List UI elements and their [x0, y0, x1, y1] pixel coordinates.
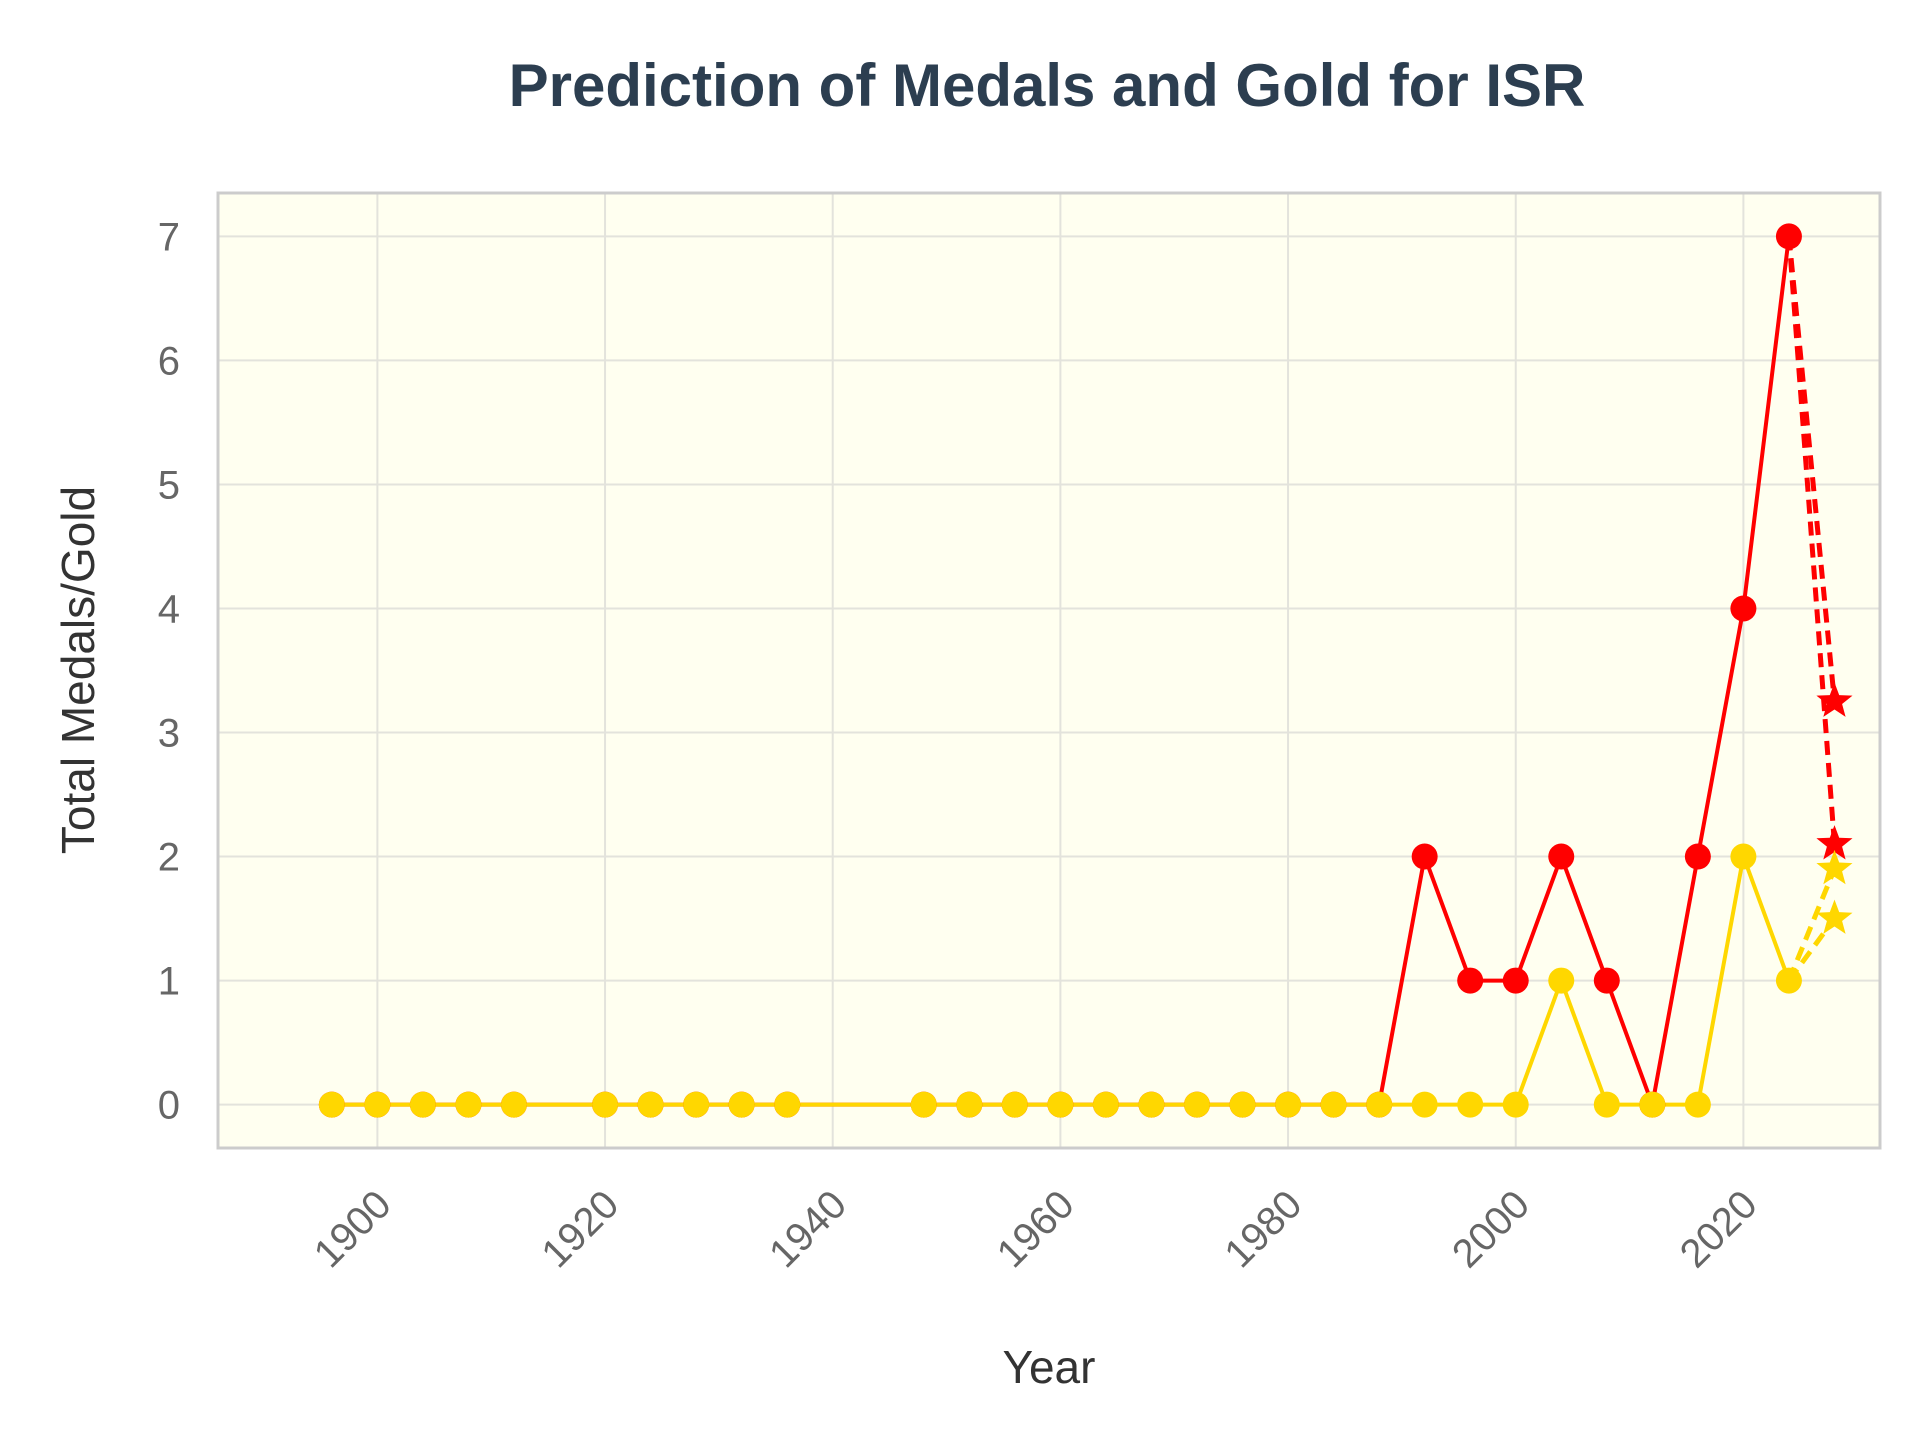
gold-medals-prediction-marker: [1816, 899, 1853, 934]
gold-medals-history-marker: [637, 1091, 664, 1118]
x-tick-labels: 1900 1920 1940 1960 1980 2000 2020: [306, 1182, 1766, 1276]
total-medals-prediction-line: [1786, 236, 1837, 845]
total-medals-prediction-marker: [1816, 682, 1853, 717]
y-tick-label: 6: [158, 339, 180, 383]
gold-medals-history-marker: [1411, 1091, 1438, 1118]
gold-medals-history-marker: [455, 1091, 482, 1118]
y-tick-label: 2: [158, 836, 180, 880]
total-medals-history-marker: [1593, 967, 1620, 994]
y-axis-label: Total Medals/Gold: [52, 486, 104, 854]
total-medals-history-marker: [1457, 967, 1484, 994]
total-medals-history-marker: [1411, 843, 1438, 870]
gold-medals-history-marker: [1639, 1091, 1666, 1118]
gold-medals-history-marker: [500, 1091, 527, 1118]
gold-medals-history-marker: [1593, 1091, 1620, 1118]
gold-medals-history-marker: [1502, 1091, 1529, 1118]
gold-medals-history-marker: [592, 1091, 619, 1118]
gold-medals-history-marker: [1047, 1091, 1074, 1118]
series-markers: [318, 223, 1853, 1118]
total-medals-history-marker: [1502, 967, 1529, 994]
gold-medals-history-marker: [1775, 967, 1802, 994]
gold-medals-history-marker: [1183, 1091, 1210, 1118]
gold-medals-history-marker: [1684, 1091, 1711, 1118]
gold-medals-history-marker: [956, 1091, 983, 1118]
total-medals-history-marker: [1684, 843, 1711, 870]
y-tick-label: 0: [158, 1084, 180, 1128]
grid: [218, 193, 1880, 1148]
total-medals-history-marker: [1548, 843, 1575, 870]
gold-medals-history-marker: [728, 1091, 755, 1118]
gold-medals-history-marker: [1001, 1091, 1028, 1118]
gold-medals-prediction-line: [1786, 867, 1837, 982]
x-tick-label: 2000: [1444, 1182, 1538, 1276]
gold-medals-history-marker: [1457, 1091, 1484, 1118]
y-tick-label: 1: [158, 960, 180, 1004]
gold-medals-history-marker: [1730, 843, 1757, 870]
x-tick-label: 1900: [306, 1182, 400, 1276]
x-tick-label: 1960: [989, 1182, 1083, 1276]
gold-medals-history-marker: [1366, 1091, 1393, 1118]
plot-background: [218, 193, 1880, 1148]
gold-medals-history-marker: [318, 1091, 345, 1118]
total-medals-prediction-marker: [1816, 825, 1853, 860]
gold-medals-history-marker: [364, 1091, 391, 1118]
x-tick-label: 1920: [533, 1182, 627, 1276]
total-medals-history-marker: [1730, 595, 1757, 622]
gold-medals-history-marker: [1548, 967, 1575, 994]
x-axis-label: Year: [1003, 1341, 1096, 1393]
gold-medals-history-marker: [409, 1091, 436, 1118]
y-tick-label: 7: [158, 215, 180, 259]
gold-medals-history-marker: [774, 1091, 801, 1118]
gold-medals-history-marker: [1229, 1091, 1256, 1118]
y-tick-labels: 0 1 2 3 4 5 6 7: [158, 215, 180, 1127]
y-tick-label: 5: [158, 463, 180, 507]
y-tick-label: 3: [158, 712, 180, 756]
gold-medals-history-marker: [1320, 1091, 1347, 1118]
gold-medals-history-marker: [910, 1091, 937, 1118]
x-tick-label: 1940: [761, 1182, 855, 1276]
y-tick-label: 4: [158, 587, 180, 631]
x-tick-label: 1980: [1216, 1182, 1310, 1276]
series-lines: [331, 236, 1837, 1107]
chart-title: Prediction of Medals and Gold for ISR: [509, 52, 1586, 119]
gold-medals-history-marker: [1138, 1091, 1165, 1118]
plot-frame: [216, 191, 1882, 1150]
total-medals-history-marker: [1775, 223, 1802, 250]
gold-medals-history-marker: [683, 1091, 710, 1118]
gold-medals-history-marker: [1092, 1091, 1119, 1118]
x-tick-label: 2020: [1672, 1182, 1766, 1276]
gold-medals-prediction-marker: [1816, 849, 1853, 885]
gold-medals-history-marker: [1275, 1091, 1302, 1118]
gold-medals-history-line: [331, 854, 1791, 1107]
